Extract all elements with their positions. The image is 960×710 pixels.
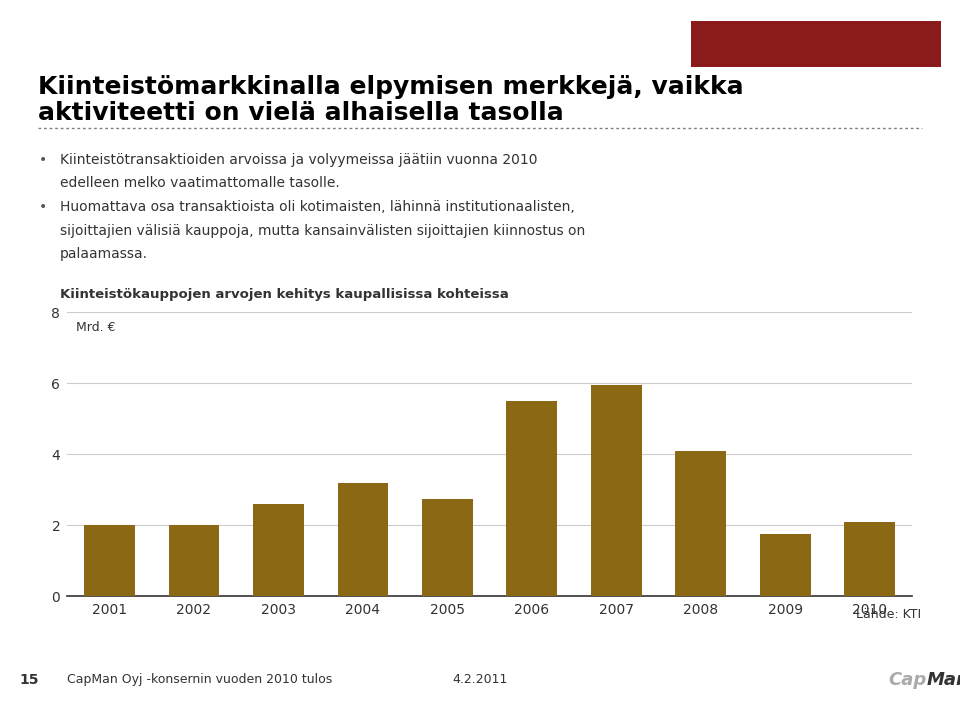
Bar [422, 498, 472, 596]
Text: 4.2.2011: 4.2.2011 [452, 673, 508, 687]
Text: Sijoitustoiminta: Sijoitustoiminta [758, 37, 883, 51]
Text: CapMan Oyj -konsernin vuoden 2010 tulos: CapMan Oyj -konsernin vuoden 2010 tulos [67, 673, 332, 687]
Bar [676, 451, 726, 596]
Text: •: • [38, 153, 47, 167]
Text: Cap: Cap [888, 671, 926, 689]
Text: Huomattava osa transaktioista oli kotimaisten, lähinnä institutionaalisten,: Huomattava osa transaktioista oli kotima… [60, 200, 574, 214]
Text: edelleen melko vaatimattomalle tasolle.: edelleen melko vaatimattomalle tasolle. [60, 176, 339, 190]
Text: palaamassa.: palaamassa. [60, 247, 148, 261]
Text: 15: 15 [19, 673, 38, 687]
Text: sijoittajien välisiä kauppoja, mutta kansainvälisten sijoittajien kiinnostus on: sijoittajien välisiä kauppoja, mutta kan… [60, 224, 585, 238]
Text: Mrd. €: Mrd. € [76, 321, 115, 334]
Text: Lähde: KTI: Lähde: KTI [856, 608, 922, 621]
Text: aktiviteetti on vielä alhaisella tasolla: aktiviteetti on vielä alhaisella tasolla [38, 101, 564, 125]
Bar [169, 525, 219, 596]
Bar [845, 522, 895, 596]
Bar [84, 525, 134, 596]
Bar [760, 534, 810, 596]
Text: •: • [38, 200, 47, 214]
Bar [253, 504, 303, 596]
Text: Kiinteistötransaktioiden arvoissa ja volyymeissa jäätiin vuonna 2010: Kiinteistötransaktioiden arvoissa ja vol… [60, 153, 537, 167]
Bar [591, 385, 641, 596]
Bar [507, 401, 557, 596]
Bar [338, 483, 388, 596]
Text: Kiinteistömarkkinalla elpymisen merkkejä, vaikka: Kiinteistömarkkinalla elpymisen merkkejä… [38, 75, 744, 99]
Text: Kiinteistökauppojen arvojen kehitys kaupallisissa kohteissa: Kiinteistökauppojen arvojen kehitys kaup… [60, 288, 508, 300]
Text: Man: Man [926, 671, 960, 689]
